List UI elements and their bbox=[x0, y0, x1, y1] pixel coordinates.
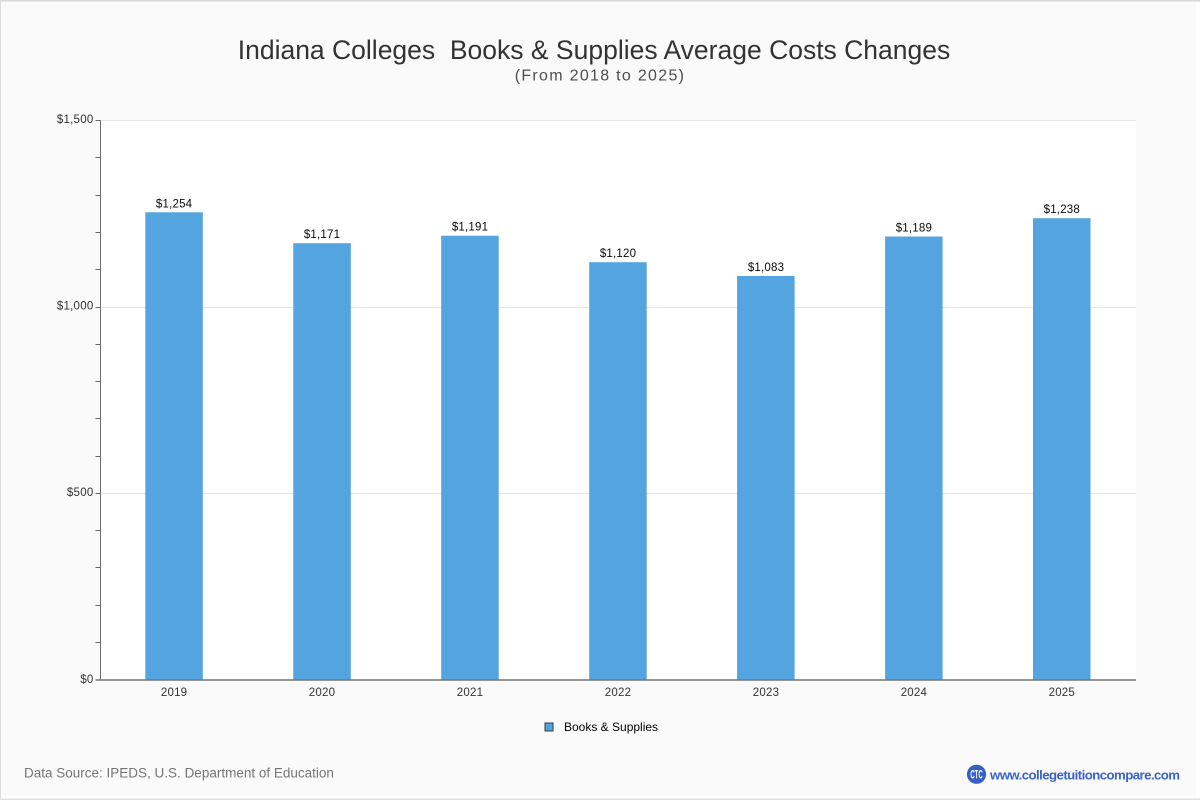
svg-text:$1,000: $1,000 bbox=[57, 301, 94, 313]
svg-text:2025: 2025 bbox=[1049, 687, 1075, 699]
svg-text:Books & Supplies: Books & Supplies bbox=[564, 720, 658, 734]
svg-text:2019: 2019 bbox=[161, 687, 187, 699]
svg-text:(From 2018 to 2025): (From 2018 to 2025) bbox=[515, 68, 686, 85]
svg-text:2020: 2020 bbox=[309, 687, 335, 699]
svg-text:$1,238: $1,238 bbox=[1044, 204, 1080, 216]
svg-text:2021: 2021 bbox=[457, 687, 483, 699]
svg-text:$1,171: $1,171 bbox=[304, 229, 340, 241]
svg-text:$1,500: $1,500 bbox=[57, 114, 94, 126]
svg-text:2022: 2022 bbox=[605, 687, 631, 699]
svg-text:$1,120: $1,120 bbox=[600, 248, 636, 260]
svg-text:2024: 2024 bbox=[901, 687, 928, 699]
svg-text:Indiana Colleges Books & Supp: Indiana Colleges Books & Supplies Averag… bbox=[238, 35, 951, 65]
svg-text:2023: 2023 bbox=[753, 687, 779, 699]
svg-text:CTC: CTC bbox=[970, 768, 983, 781]
svg-text:Data Source: IPEDS, U.S. Depar: Data Source: IPEDS, U.S. Department of E… bbox=[24, 766, 334, 781]
svg-text:www.collegetuitioncompare.com: www.collegetuitioncompare.com bbox=[989, 768, 1179, 783]
svg-text:$1,191: $1,191 bbox=[452, 222, 488, 234]
svg-text:$0: $0 bbox=[80, 674, 93, 686]
svg-text:$1,083: $1,083 bbox=[748, 262, 784, 274]
svg-text:$500: $500 bbox=[67, 487, 94, 499]
svg-text:$1,254: $1,254 bbox=[156, 198, 193, 210]
svg-text:$1,189: $1,189 bbox=[896, 223, 932, 235]
